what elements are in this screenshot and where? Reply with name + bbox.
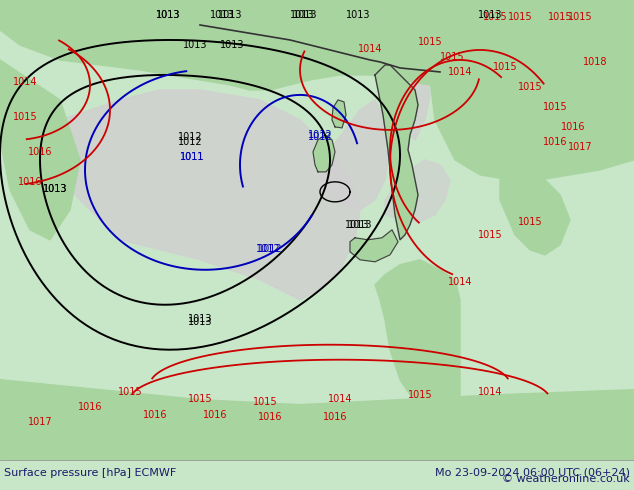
Text: 1015: 1015 [518,217,542,227]
Text: 1013: 1013 [183,40,207,50]
Polygon shape [315,100,390,210]
Polygon shape [332,100,346,128]
Text: 1016: 1016 [203,410,227,419]
Text: 1018: 1018 [583,57,607,67]
Text: 1014: 1014 [478,387,502,397]
Text: 1016: 1016 [18,177,42,187]
Text: 1014: 1014 [13,77,37,87]
Text: 1017: 1017 [567,142,592,152]
Polygon shape [313,135,335,172]
Text: 1014: 1014 [448,277,472,287]
Text: 1016: 1016 [543,137,567,147]
Polygon shape [375,65,418,240]
Text: 1013: 1013 [346,10,370,20]
Text: 1015: 1015 [508,12,533,22]
Polygon shape [0,60,80,240]
Text: 1012: 1012 [307,132,332,142]
Text: 1014: 1014 [358,44,382,54]
Text: 1014: 1014 [328,393,353,404]
Text: 1013: 1013 [348,220,372,230]
Text: 1015: 1015 [118,387,142,397]
Text: 1011: 1011 [180,152,204,162]
Text: 1013: 1013 [290,10,314,20]
Text: 1015: 1015 [408,390,432,400]
Text: 1015: 1015 [482,12,507,22]
Text: 1015: 1015 [493,62,517,72]
Text: 1015: 1015 [477,230,502,240]
Text: 1015: 1015 [253,397,277,407]
Text: 1015: 1015 [518,82,542,92]
Text: 1015: 1015 [418,37,443,47]
Text: 1013: 1013 [345,220,369,230]
Text: 1016: 1016 [323,412,347,422]
Polygon shape [350,230,398,262]
Text: 1015: 1015 [543,102,567,112]
Text: 1015: 1015 [188,393,212,404]
Text: 1012: 1012 [257,244,282,254]
Text: 1013: 1013 [210,10,234,20]
Text: 1015: 1015 [567,12,592,22]
Polygon shape [390,60,430,140]
Text: 1012: 1012 [307,130,332,140]
Polygon shape [30,90,360,300]
Text: 1011: 1011 [180,152,204,162]
Text: 1013: 1013 [42,184,67,194]
Text: 1016: 1016 [143,410,167,419]
Text: 1012: 1012 [178,132,202,142]
Text: 1013: 1013 [156,10,180,20]
Text: 1015: 1015 [548,12,573,22]
Text: 1013: 1013 [156,10,180,20]
Polygon shape [375,260,460,460]
Text: Mo 23-09-2024 06:00 UTC (06+24): Mo 23-09-2024 06:00 UTC (06+24) [435,468,630,478]
Text: 1013: 1013 [42,184,67,194]
Text: 1013: 1013 [188,314,212,324]
Text: 1016: 1016 [258,412,282,422]
Polygon shape [500,175,570,255]
Text: 1012: 1012 [178,137,202,147]
Text: 1013: 1013 [220,40,244,50]
Text: 1015: 1015 [13,112,37,122]
Text: Surface pressure [hPa] ECMWF: Surface pressure [hPa] ECMWF [4,468,176,478]
Polygon shape [385,160,450,222]
Text: 1013: 1013 [188,317,212,327]
Text: 1013: 1013 [478,10,502,20]
Text: 1016: 1016 [560,122,585,132]
Polygon shape [430,40,634,180]
Text: 1016: 1016 [78,402,102,412]
Text: 1017: 1017 [28,416,53,427]
Text: 1013: 1013 [293,10,317,20]
Polygon shape [0,380,634,460]
Text: 1014: 1014 [448,67,472,77]
Text: 1013: 1013 [217,10,242,20]
Text: 1016: 1016 [28,147,52,157]
Polygon shape [0,0,634,100]
Text: 1015: 1015 [440,52,464,62]
Text: © weatheronline.co.uk: © weatheronline.co.uk [502,474,630,484]
Text: 1012: 1012 [256,244,280,254]
